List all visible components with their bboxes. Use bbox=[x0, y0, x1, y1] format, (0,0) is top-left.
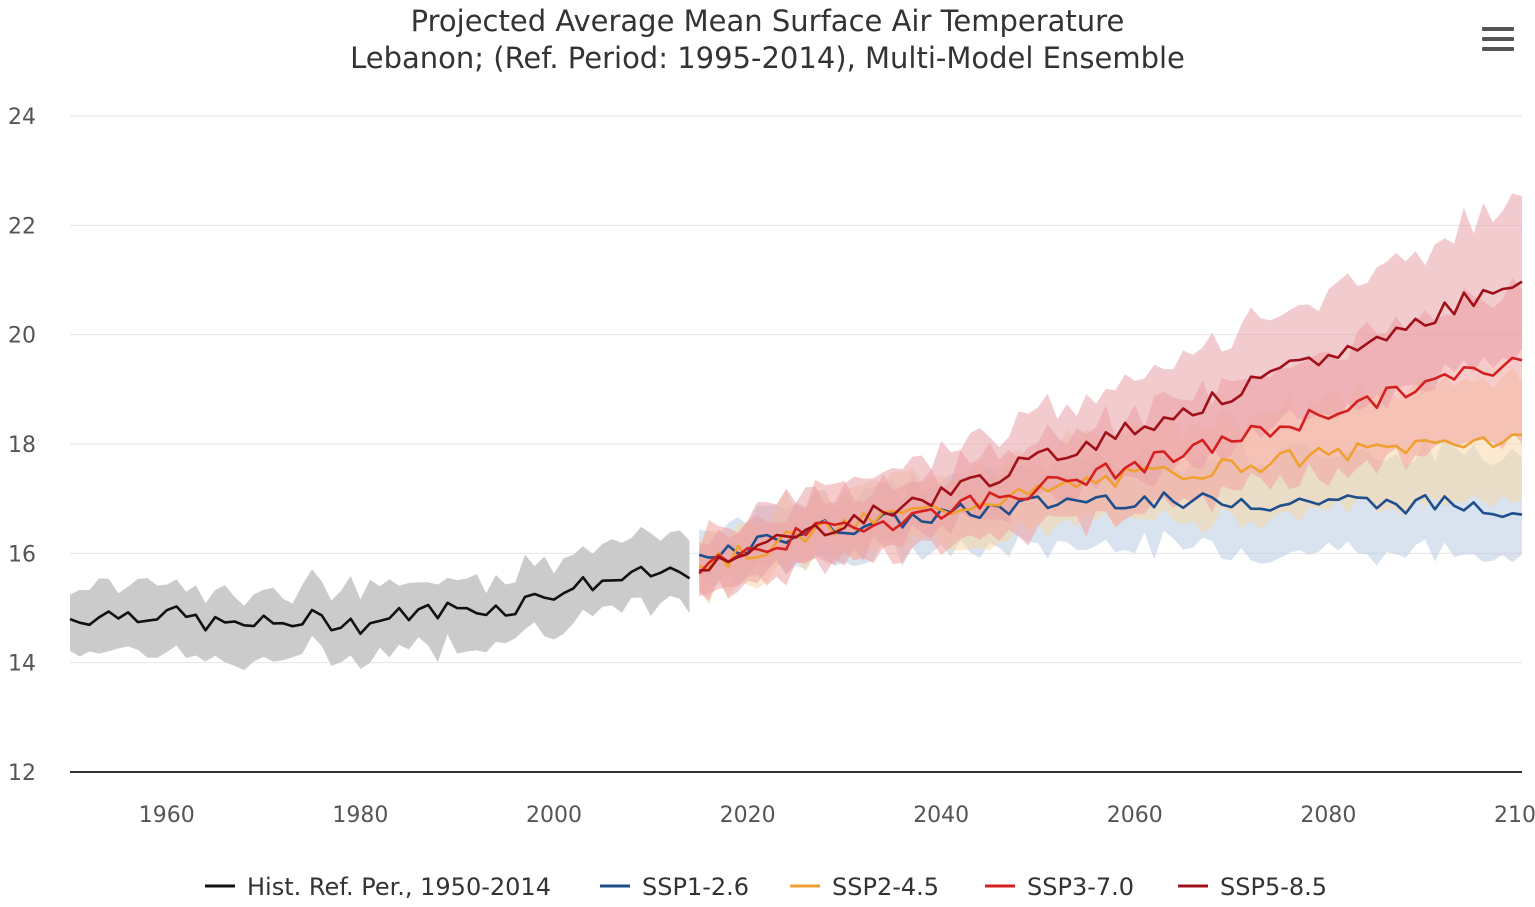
band-ssp585 bbox=[699, 193, 1522, 602]
line-ssp370 bbox=[698, 356, 1523, 575]
legend-label-ssp585: SSP5-8.5 bbox=[1220, 873, 1327, 901]
y-tick-label-22: 22 bbox=[8, 214, 36, 239]
chart-title: Projected Average Mean Surface Air Tempe… bbox=[410, 4, 1125, 38]
x-tick-label-1960: 1960 bbox=[139, 803, 195, 828]
y-tick-label-12: 12 bbox=[8, 761, 36, 786]
y-tick-label-18: 18 bbox=[8, 433, 36, 458]
chart-subtitle: Lebanon; (Ref. Period: 1995-2014), Multi… bbox=[350, 41, 1185, 75]
legend-label-ssp245: SSP2-4.5 bbox=[832, 873, 939, 901]
x-tick-label-2040: 2040 bbox=[913, 803, 969, 828]
legend-label-ssp370: SSP3-7.0 bbox=[1027, 873, 1134, 901]
y-tick-label-14: 14 bbox=[8, 652, 36, 677]
hamburger-menu-icon[interactable] bbox=[1478, 24, 1518, 56]
x-tick-label-1980: 1980 bbox=[332, 803, 388, 828]
band-hist bbox=[70, 526, 690, 671]
legend-label-ssp126: SSP1-2.6 bbox=[642, 873, 749, 901]
legend-label-hist: Hist. Ref. Per., 1950-2014 bbox=[247, 873, 551, 901]
y-tick-label-20: 20 bbox=[8, 324, 36, 349]
y-tick-label-24: 24 bbox=[8, 105, 36, 130]
x-tick-label-2020: 2020 bbox=[720, 803, 776, 828]
x-tick-label-2100: 2100 bbox=[1494, 803, 1535, 828]
line-ssp585 bbox=[699, 280, 1523, 572]
x-tick-label-2000: 2000 bbox=[526, 803, 582, 828]
line-hist bbox=[69, 565, 691, 636]
y-tick-label-16: 16 bbox=[8, 542, 36, 567]
x-tick-label-2080: 2080 bbox=[1300, 803, 1356, 828]
x-tick-label-2060: 2060 bbox=[1107, 803, 1163, 828]
